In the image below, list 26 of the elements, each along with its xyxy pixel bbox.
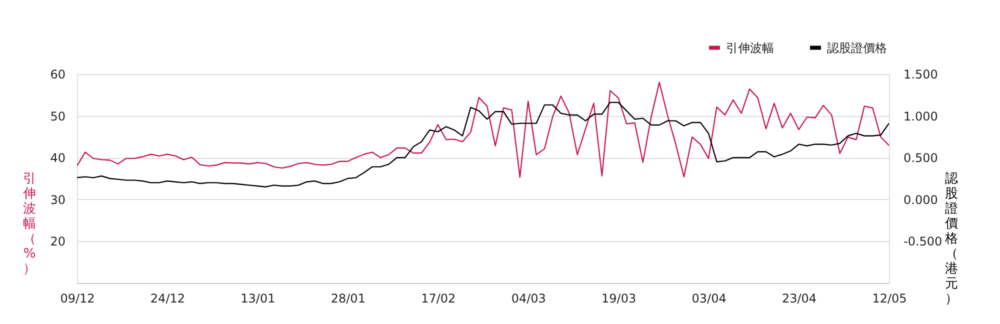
legend-label: 認股證價格 xyxy=(827,40,887,55)
y2-tick-label: -0.500 xyxy=(904,234,942,249)
y-tick-label: 20 xyxy=(50,234,66,249)
y-axis-title: 引伸波幅（%） xyxy=(22,172,36,276)
x-tick-label: 28/01 xyxy=(330,292,366,306)
y2-tick-label: 0.500 xyxy=(904,151,938,166)
x-tick-label: 04/03 xyxy=(511,292,546,306)
y-tick-label: 60 xyxy=(50,68,66,82)
line-series xyxy=(77,102,889,188)
y2-tick-label: 1.500 xyxy=(904,68,938,82)
x-tick-label: 03/04 xyxy=(692,292,726,306)
x-tick-label: 17/02 xyxy=(421,292,456,306)
x-tick-label: 09/12 xyxy=(60,292,95,306)
legend-label: 引伸波幅 xyxy=(726,40,774,55)
y-tick-label: 50 xyxy=(50,109,66,124)
y2-tick-label: 0.000 xyxy=(904,192,938,207)
x-tick-label: 13/01 xyxy=(240,292,276,306)
text: 認股證價格（港元） xyxy=(945,172,958,306)
y-tick-label: 30 xyxy=(50,192,66,207)
line-series xyxy=(77,82,889,178)
x-tick-label: 24/12 xyxy=(150,292,186,306)
x-tick-label: 19/03 xyxy=(602,292,636,306)
x-tick-label: 23/04 xyxy=(782,292,817,306)
x-tick-label: 12/05 xyxy=(872,292,907,306)
y-tick-label: 40 xyxy=(50,151,66,166)
y2-tick-label: 1.000 xyxy=(904,109,938,124)
